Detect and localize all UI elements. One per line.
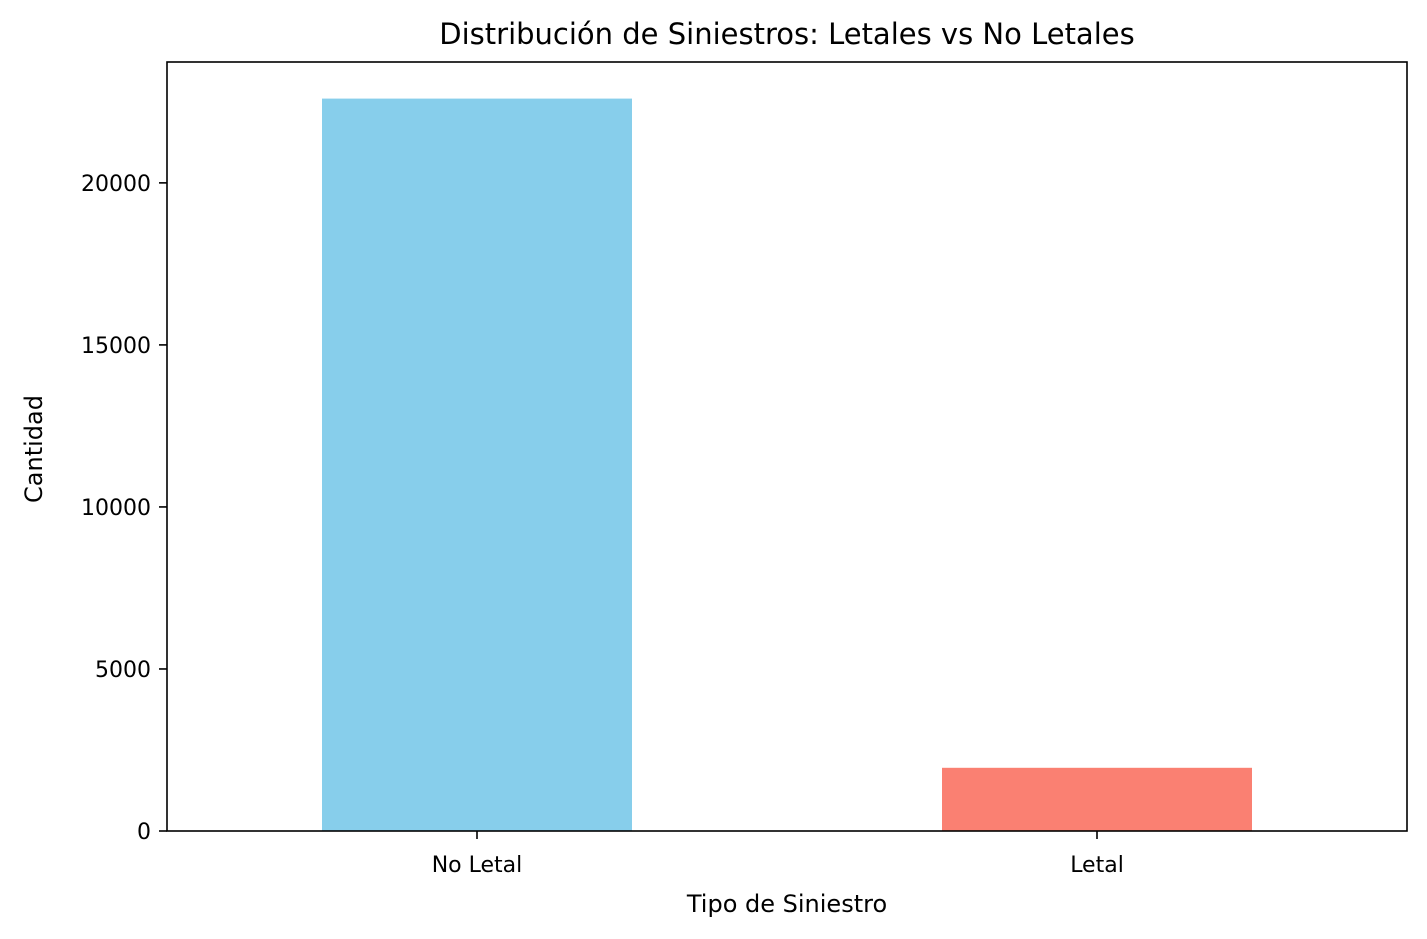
x-axis-ticks: No Letal Letal <box>432 831 1124 878</box>
x-axis-label: Tipo de Siniestro <box>686 890 887 918</box>
plot-frame <box>166 61 1408 832</box>
y-tick-label: 0 <box>137 820 151 845</box>
y-tick-label: 5000 <box>95 658 151 683</box>
chart-title: Distribución de Siniestros: Letales vs N… <box>439 17 1134 51</box>
y-axis-label: Cantidad <box>20 395 48 503</box>
y-tick-label: 15000 <box>81 334 151 359</box>
bar-letal <box>942 767 1252 831</box>
bar-no-letal <box>322 98 632 832</box>
y-axis-ticks: 0 5000 10000 15000 20000 <box>81 172 167 845</box>
bars-group <box>322 98 1252 832</box>
y-tick-label: 20000 <box>81 172 151 197</box>
y-tick-label: 10000 <box>81 496 151 521</box>
x-tick-label: No Letal <box>432 853 523 878</box>
x-tick-label: Letal <box>1070 853 1124 878</box>
